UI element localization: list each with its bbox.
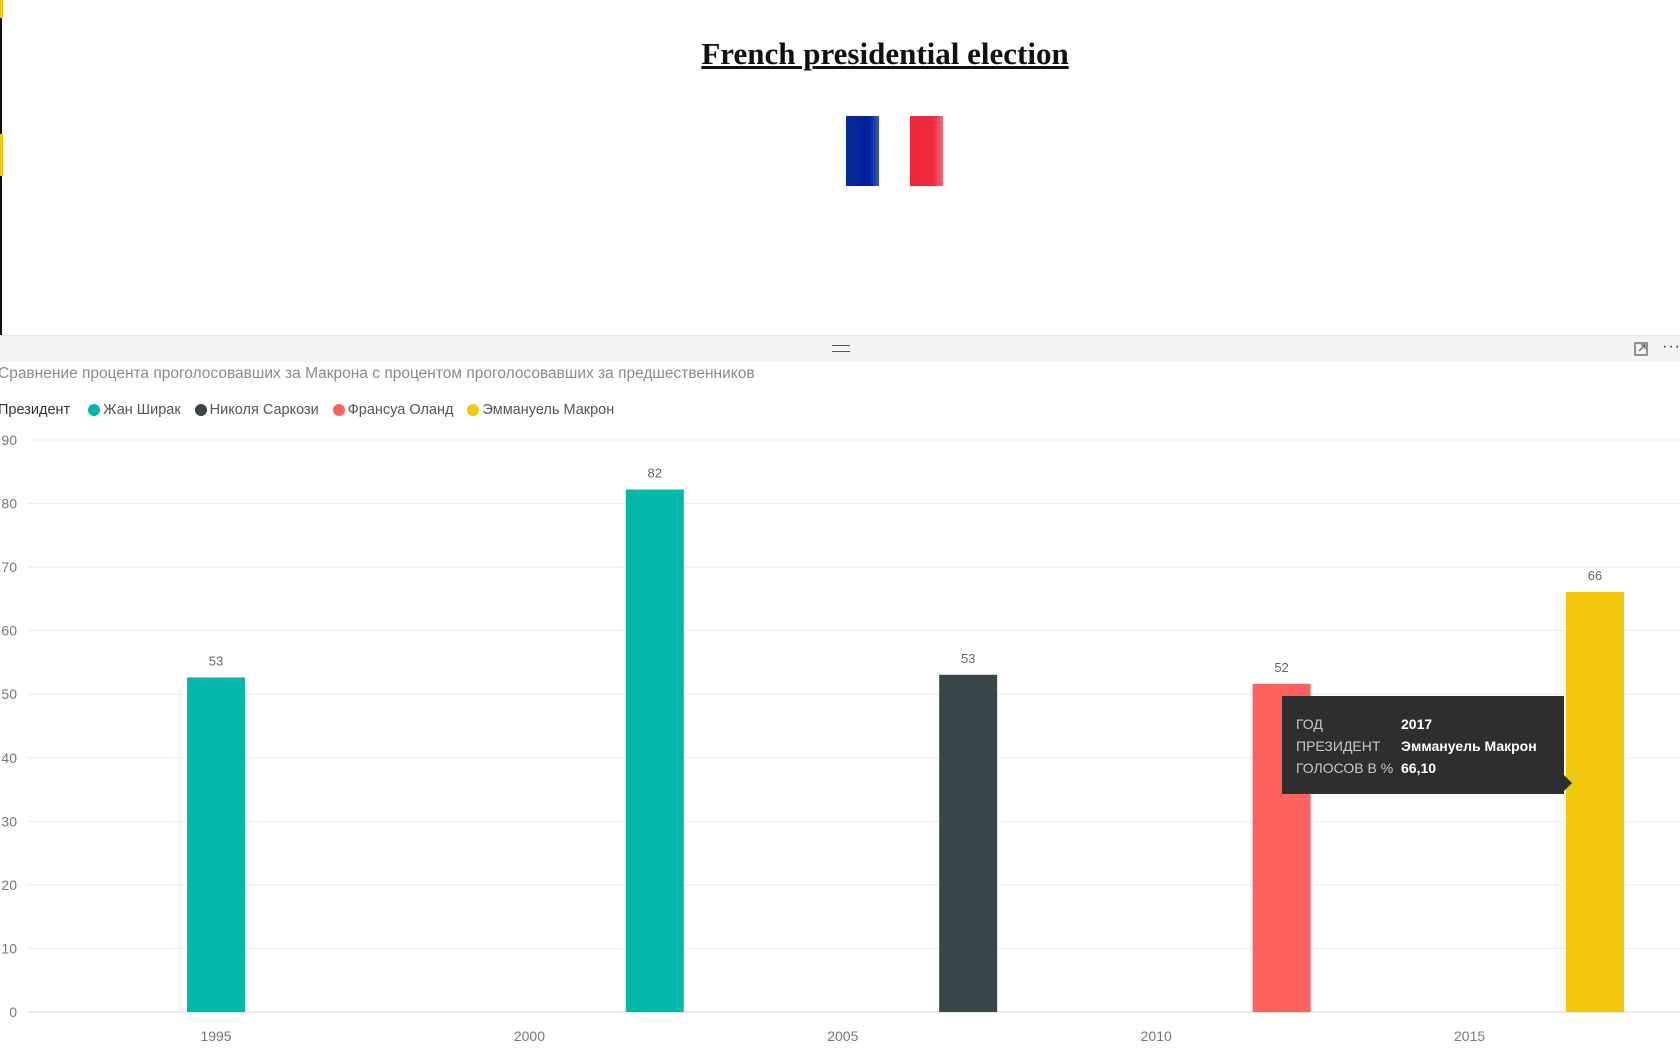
data-label: 53 <box>961 651 975 666</box>
legend-item-chirac[interactable]: Жан Ширак <box>88 402 181 418</box>
tooltip-pointer <box>1564 775 1572 791</box>
data-label: 53 <box>209 653 223 668</box>
legend-label: Франсуа Оланд <box>347 402 454 418</box>
y-tick-label: 70 <box>1 559 17 575</box>
bar[interactable] <box>939 674 998 1012</box>
y-tick-label: 20 <box>1 877 17 893</box>
tooltip-row-year: ГОД 2017 <box>1296 716 1432 732</box>
legend-item-sarkozy[interactable]: Николя Саркози <box>194 402 319 418</box>
y-tick-label: 40 <box>1 750 17 766</box>
visual-header-bar: ··· <box>0 335 1680 362</box>
tooltip-key: ГОД <box>1296 716 1323 732</box>
flag-red-stripe <box>910 116 943 186</box>
tooltip-row-president: ПРЕЗИДЕНТ Эммануель Макрон <box>1296 738 1537 754</box>
tooltip-key: ГОЛОСОВ В % <box>1296 760 1394 776</box>
chart-legend: Президент Жан Ширак Николя Саркози Франс… <box>0 402 628 418</box>
drag-handle-icon[interactable] <box>832 345 850 352</box>
y-tick-label: 10 <box>1 940 17 956</box>
x-tick-label: 1995 <box>200 1028 231 1044</box>
legend-dot-icon <box>467 404 480 416</box>
page-title: French presidential election <box>701 36 1069 71</box>
bar[interactable] <box>187 677 246 1012</box>
legend-title: Президент <box>0 402 71 418</box>
legend-dot-icon <box>194 404 207 416</box>
legend-label: Жан Ширак <box>103 402 181 418</box>
y-tick-label: 30 <box>1 813 17 829</box>
x-tick-label: 2015 <box>1454 1028 1485 1044</box>
tooltip-key: ПРЕЗИДЕНТ <box>1296 738 1381 754</box>
data-label: 52 <box>1274 660 1288 675</box>
flag-blue-stripe <box>846 116 879 186</box>
legend-item-macron[interactable]: Эммануель Макрон <box>467 402 614 418</box>
chart-tooltip: ГОД 2017 ПРЕЗИДЕНТ Эммануель Макрон ГОЛОСО… <box>1282 696 1572 794</box>
data-label: 66 <box>1588 568 1602 583</box>
more-options-icon[interactable]: ··· <box>1662 338 1680 355</box>
legend-dot-icon <box>332 404 345 416</box>
focus-mode-icon[interactable] <box>1634 342 1648 356</box>
chart-title: Сравнение процента проголосовавших за Ма… <box>0 365 755 382</box>
x-tick-label: 2005 <box>827 1028 858 1044</box>
legend-label: Эммануель Макрон <box>482 402 615 418</box>
flag-white-stripe <box>879 116 910 186</box>
y-tick-label: 80 <box>1 496 17 512</box>
legend-label: Николя Саркози <box>209 402 319 418</box>
tooltip-row-votes: ГОЛОСОВ В % 66,10 <box>1296 760 1436 776</box>
data-label: 82 <box>648 466 662 481</box>
y-tick-label: 60 <box>1 623 17 639</box>
left-accent-mid <box>0 134 3 176</box>
bar[interactable] <box>625 489 684 1012</box>
tooltip-value: Эммануель Макрон <box>1401 738 1537 754</box>
y-tick-label: 0 <box>9 1004 17 1020</box>
tooltip-value: 66,10 <box>1401 760 1437 776</box>
france-flag-image <box>846 116 943 186</box>
left-accent-top <box>0 0 3 18</box>
bar-chart: 0 10 20 30 40 50 60 70 80 90 1995 2000 2005 2010 2015 5… <box>1 432 1680 1044</box>
x-tick-label: 2000 <box>514 1028 545 1044</box>
legend-item-hollande[interactable]: Франсуа Оланд <box>332 402 454 418</box>
y-tick-label: 90 <box>1 432 17 448</box>
x-tick-label: 2010 <box>1141 1028 1172 1044</box>
legend-dot-icon <box>88 404 101 416</box>
y-tick-label: 50 <box>1 686 17 702</box>
bar[interactable] <box>1565 591 1624 1012</box>
tooltip-value: 2017 <box>1401 716 1433 732</box>
